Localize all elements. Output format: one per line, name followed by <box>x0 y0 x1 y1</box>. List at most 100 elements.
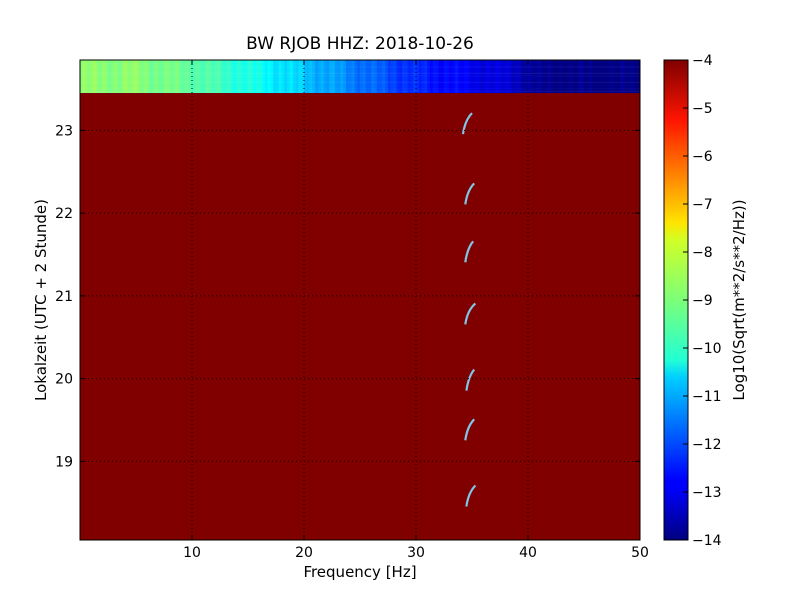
heatmap-column <box>628 60 632 94</box>
heatmap-column <box>197 60 201 94</box>
heatmap-column <box>418 60 422 94</box>
heatmap-column <box>122 60 126 94</box>
colorbar: −4 −5 −6 −7 −8 −9 −10 −11 −12 −13 −14 Log10(Sqrt(m… <box>663 53 748 549</box>
heatmap-column <box>564 60 568 94</box>
colorbar-tick-label: −4 <box>692 53 713 69</box>
heatmap-column <box>472 60 476 94</box>
colorbar-tick-label: −9 <box>692 293 713 309</box>
heatmap-column <box>94 60 98 94</box>
heatmap-column <box>614 60 618 94</box>
heatmap-column <box>390 60 394 94</box>
heatmap-column <box>606 60 610 94</box>
heatmap-striation <box>80 75 640 77</box>
x-tick-label: 30 <box>407 545 425 561</box>
y-tick-label: 20 <box>55 372 73 388</box>
heatmap-column <box>511 60 515 94</box>
heatmap-column <box>508 60 512 94</box>
colorbar-tick-label: −12 <box>692 437 722 453</box>
heatmap-column <box>424 60 428 94</box>
heatmap-column <box>214 60 218 94</box>
heatmap-column <box>522 60 526 94</box>
heatmap-column <box>586 60 590 94</box>
heatmap-column <box>637 60 640 94</box>
heatmap-column <box>264 60 268 94</box>
heatmap-column <box>547 60 551 94</box>
heatmap-column <box>354 60 358 94</box>
heatmap-column <box>516 60 520 94</box>
heatmap-column <box>466 60 470 94</box>
event-tracks <box>461 112 477 507</box>
heatmap-column <box>446 60 450 94</box>
heatmap-column <box>334 60 338 94</box>
heatmap-column <box>166 60 170 94</box>
heatmap-column <box>225 60 229 94</box>
heatmap-column <box>435 60 439 94</box>
heatmap-column <box>575 60 579 94</box>
event-track <box>464 182 476 205</box>
event-track <box>464 418 476 441</box>
heatmap-column <box>458 60 462 94</box>
heatmap-column <box>108 60 112 94</box>
heatmap-column <box>234 60 238 94</box>
colorbar-tick-label: −6 <box>692 149 713 165</box>
heatmap-column <box>399 60 403 94</box>
x-tick-label: 10 <box>183 545 201 561</box>
heatmap-column <box>505 60 509 94</box>
heatmap-column <box>267 60 271 94</box>
heatmap-column <box>133 60 137 94</box>
heatmap-column <box>612 60 616 94</box>
heatmap-column <box>113 60 117 94</box>
heatmap-column <box>460 60 464 94</box>
heatmap-column <box>452 60 456 94</box>
heatmap-column <box>432 60 436 94</box>
y-axis-label: Lokalzeit (UTC + 2 Stunde) <box>32 199 50 401</box>
heatmap-column <box>592 60 596 94</box>
heatmap-column <box>483 60 487 94</box>
heatmap-column <box>138 60 142 94</box>
heatmap-column <box>374 60 378 94</box>
heatmap-column <box>539 60 543 94</box>
heatmap-column <box>497 60 501 94</box>
heatmap-striation <box>80 81 640 83</box>
heatmap-column <box>600 60 604 94</box>
heatmap-column <box>180 60 184 94</box>
heatmap-column <box>567 60 571 94</box>
heatmap-column <box>500 60 504 94</box>
heatmap-column <box>164 60 168 94</box>
x-tick-label: 40 <box>519 545 537 561</box>
heatmap-column <box>276 60 280 94</box>
heatmap-column <box>329 60 333 94</box>
x-axis-ticks: 10 20 30 40 50 <box>183 60 649 561</box>
heatmap-column <box>239 60 243 94</box>
heatmap-column <box>88 60 92 94</box>
y-axis-ticks: 19 20 21 22 23 <box>55 123 640 470</box>
heatmap-column <box>486 60 490 94</box>
heatmap-column <box>494 60 498 94</box>
heatmap-column <box>402 60 406 94</box>
heatmap-column <box>617 60 621 94</box>
heatmap-striation <box>80 88 640 89</box>
heatmap-column <box>127 60 131 94</box>
heatmap-column <box>550 60 554 94</box>
heatmap-column <box>416 60 420 94</box>
heatmap-column <box>99 60 103 94</box>
colorbar-label: Log10(Sqrt(m**2/s**2/Hz)) <box>730 199 748 400</box>
event-track <box>465 484 477 507</box>
heatmap-column <box>332 60 336 94</box>
heatmap-column <box>595 60 599 94</box>
heatmap-column <box>231 60 235 94</box>
heatmap-column <box>368 60 372 94</box>
heatmap-column <box>259 60 263 94</box>
heatmap-column <box>444 60 448 94</box>
heatmap-column <box>186 60 190 94</box>
heatmap-column <box>346 60 350 94</box>
heatmap-column <box>298 60 302 94</box>
heatmap-column <box>102 60 106 94</box>
heatmap-column <box>152 60 156 94</box>
heatmap-column <box>228 60 232 94</box>
heatmap-column <box>365 60 369 94</box>
heatmap-column <box>337 60 341 94</box>
heatmap-column <box>211 60 215 94</box>
heatmap-column <box>379 60 383 94</box>
heatmap-column <box>248 60 252 94</box>
